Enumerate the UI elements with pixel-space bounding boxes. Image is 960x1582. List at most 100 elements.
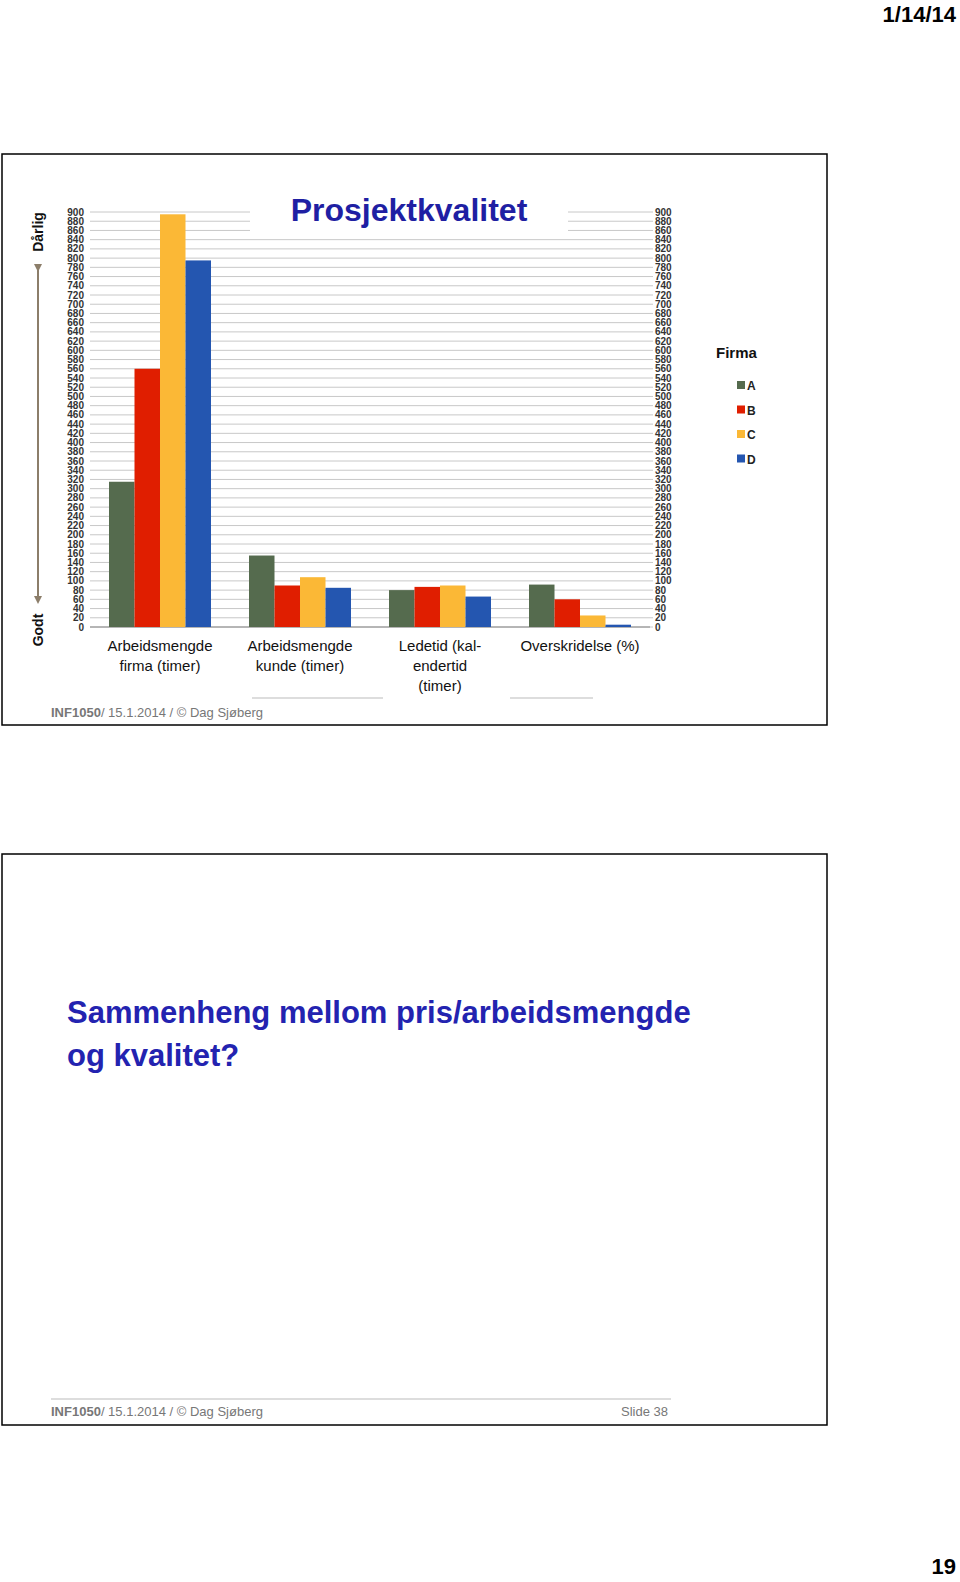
y2-tick (650, 331, 653, 332)
y2-tick (650, 359, 653, 360)
y-tick-label: 900 (67, 207, 84, 218)
title-backing (250, 186, 568, 236)
bar (109, 482, 135, 627)
bars (109, 214, 631, 627)
y2-tick (650, 479, 653, 480)
y2-tick (650, 580, 653, 581)
slide-heading: og kvalitet? (67, 1038, 239, 1073)
y2-tick (650, 433, 653, 434)
bar (249, 556, 275, 627)
y2-tick (650, 590, 653, 591)
y2-tick (650, 516, 653, 517)
quality-arrow (37, 268, 39, 600)
y2-tick (650, 396, 653, 397)
annotation: Godt (30, 613, 46, 646)
bar (300, 577, 326, 627)
y2-tick (650, 553, 653, 554)
y2-tick (650, 544, 653, 545)
annotation: Dårlig (30, 212, 46, 252)
page-date: 1/14/14 (883, 2, 957, 27)
grid (90, 212, 650, 627)
y2-tick (650, 248, 653, 249)
y2-tick (650, 461, 653, 462)
y2-tick (650, 507, 653, 508)
x-tick-label-line: Arbeidsmengde (107, 637, 212, 654)
y2-tick (650, 442, 653, 443)
slide-footer: INF1050/ 15.1.2014 / © Dag Sjøberg (51, 705, 263, 720)
footer-text: / 15.1.2014 / © Dag Sjøberg (101, 1404, 263, 1419)
y2-tick (650, 451, 653, 452)
y2-tick (650, 497, 653, 498)
footer-text: / 15.1.2014 / © Dag Sjøberg (101, 705, 263, 720)
y2-tick (650, 322, 653, 323)
x-tick-label: Overskridelse (%) (520, 637, 639, 654)
slide-footer: INF1050/ 15.1.2014 / © Dag Sjøberg (51, 1404, 263, 1419)
y2-tick (650, 295, 653, 296)
bar (135, 369, 161, 627)
page: {"chart_data": {"type": "bar", "title": … (0, 0, 960, 1582)
x-tick-label-line: Arbeidsmengde (247, 637, 352, 654)
y2-tick (650, 627, 653, 628)
bar (606, 625, 632, 627)
y2-tick (650, 525, 653, 526)
y2-tick (650, 571, 653, 572)
slide-number: Slide 38 (621, 1404, 668, 1419)
chart-title: Prosjektkvalitet (291, 192, 528, 228)
y2-tick (650, 341, 653, 342)
decor-line (510, 698, 593, 699)
bar (415, 587, 441, 627)
footer-course: INF1050 (51, 1404, 101, 1419)
bar (326, 588, 352, 627)
legend-swatch (737, 406, 745, 414)
slide-heading: Sammenheng mellom pris/arbeidsmengde (67, 995, 691, 1030)
legend-label: A (747, 379, 756, 393)
legend-label: D (747, 453, 756, 467)
y2-tick (650, 221, 653, 222)
legend-swatch (737, 455, 745, 463)
bar (555, 599, 581, 627)
legend-swatch (737, 430, 745, 438)
y2-tick (650, 239, 653, 240)
footer-course: INF1050 (51, 705, 101, 720)
y2-tick (650, 534, 653, 535)
y2-tick (650, 424, 653, 425)
x-tick-label-line: kunde (timer) (256, 657, 344, 674)
bar (186, 260, 212, 627)
y2-tick (650, 276, 653, 277)
bar (466, 597, 492, 627)
bar (160, 214, 186, 627)
y2-tick (650, 470, 653, 471)
y2-tick (650, 258, 653, 259)
y2-tick (650, 304, 653, 305)
y2-tick (650, 267, 653, 268)
x-tick-label-line: Ledetid (kal- (399, 637, 482, 654)
slide-frame (2, 854, 827, 1425)
y2-tick (650, 405, 653, 406)
y2-tick (650, 387, 653, 388)
x-tick-label: Arbeidsmengde firma (timer) (107, 637, 212, 674)
x-tick-label: Arbeidsmengde kunde (timer) (247, 637, 352, 674)
y2-tick (650, 488, 653, 489)
page-number: 19 (932, 1554, 956, 1579)
x-tick-label-line: (timer) (418, 677, 461, 694)
y2-tick (650, 285, 653, 286)
legend-swatch (737, 381, 745, 389)
x-tick-label-line: endertid (413, 657, 467, 674)
footer-rule (51, 1399, 671, 1400)
y2-tick (650, 230, 653, 231)
y2-tick-label: 900 (655, 207, 672, 218)
legend-label: B (747, 404, 756, 418)
y2-tick (650, 414, 653, 415)
x-tick-label-line: firma (timer) (120, 657, 201, 674)
bar (389, 590, 415, 627)
bar (440, 586, 466, 628)
y2-tick (650, 617, 653, 618)
x-tick-label-line: Overskridelse (%) (520, 637, 639, 654)
y2-tick (650, 350, 653, 351)
x-tick-label: Ledetid (kal-endertid (timer) (399, 637, 482, 694)
y2-tick (650, 368, 653, 369)
y2-tick (650, 608, 653, 609)
y2-tick (650, 599, 653, 600)
legend-title: Firma (716, 344, 758, 361)
y2-tick (650, 562, 653, 563)
